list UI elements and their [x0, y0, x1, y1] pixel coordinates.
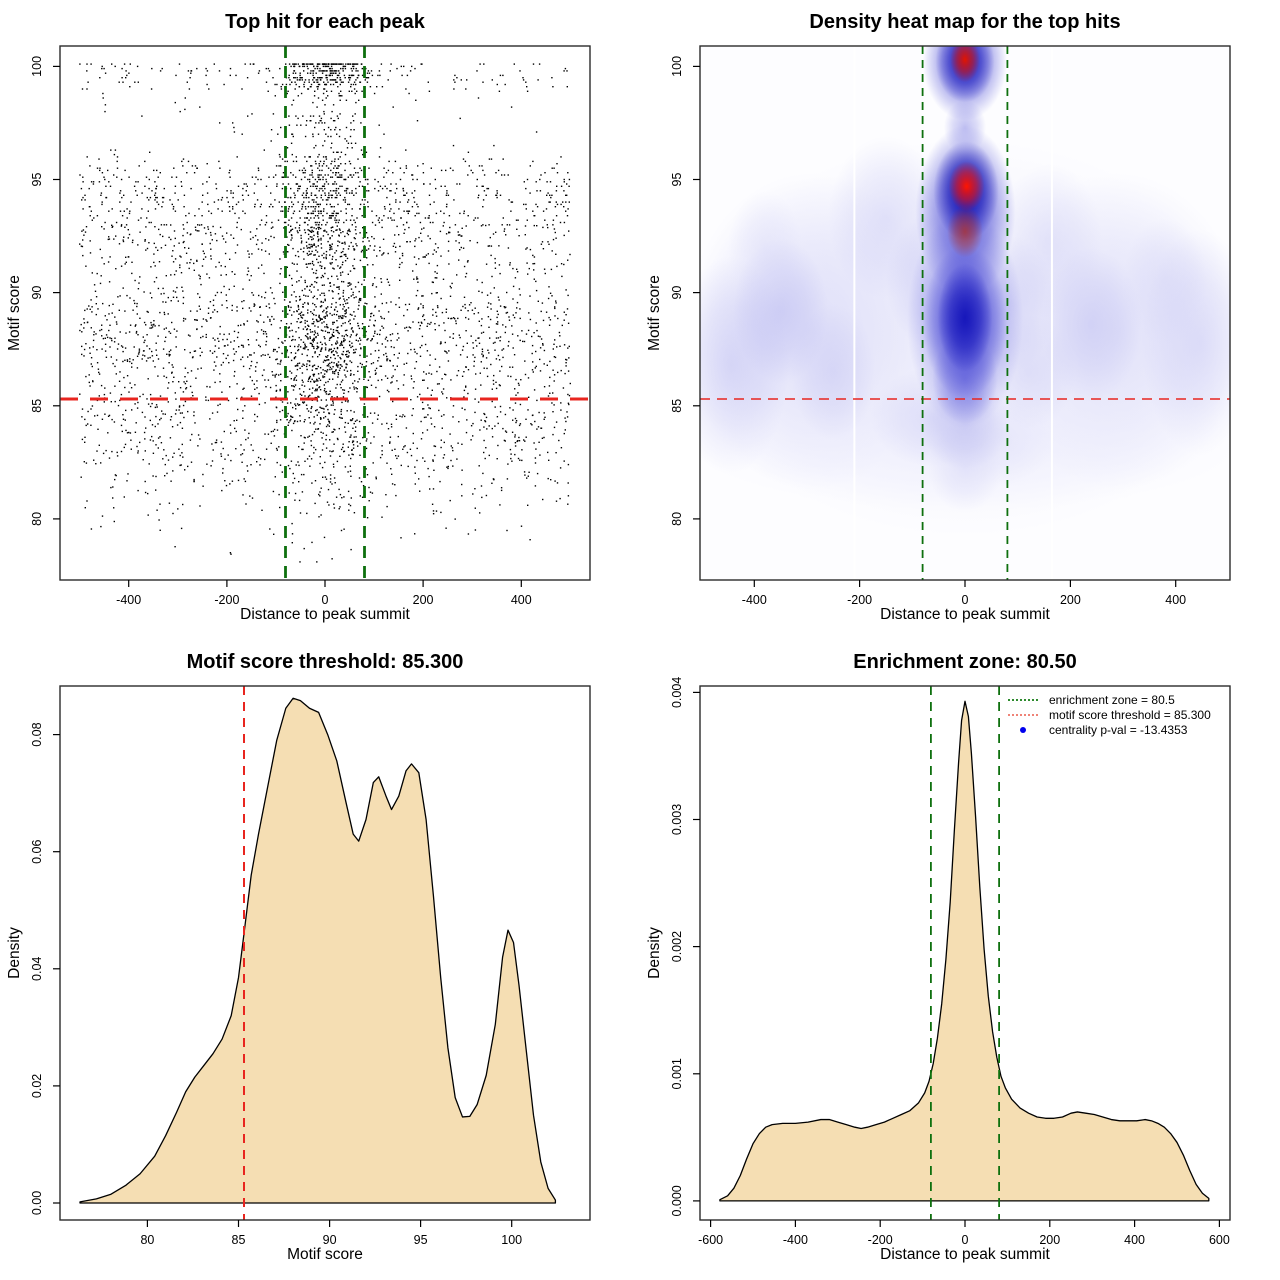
svg-text:0.00: 0.00: [30, 1191, 44, 1215]
svg-text:85: 85: [30, 399, 44, 413]
svg-text:400: 400: [1165, 593, 1186, 607]
legend-line-sample-red: [1008, 713, 1038, 716]
axis-ticks: [693, 691, 1221, 1227]
legend-item-enrichment-zone: enrichment zone = 80.5: [1008, 692, 1211, 707]
svg-text:-400: -400: [783, 1233, 808, 1247]
svg-text:600: 600: [1209, 1233, 1230, 1247]
y-axis-label: Motif score: [6, 275, 23, 351]
svg-text:100: 100: [501, 1233, 522, 1247]
heatmap-content: [700, 46, 1230, 580]
density-plot-svg: 80 85 90 95 100 0.00 0.02 0.04 0.06 0.08: [30, 685, 591, 1247]
svg-text:85: 85: [670, 399, 684, 413]
density-content: [79, 686, 557, 1220]
svg-text:0.08: 0.08: [30, 722, 44, 746]
svg-text:85: 85: [232, 1233, 246, 1247]
axis-tick-labels: 80 85 90 95 100 0.00 0.02 0.04 0.06 0.08: [30, 722, 522, 1247]
svg-text:95: 95: [30, 173, 44, 187]
axis-ticks: [693, 65, 1177, 587]
scatter-plot-svg: -400 -200 0 200 400 80 85 90 95 100: [30, 45, 591, 607]
svg-text:400: 400: [1124, 1233, 1145, 1247]
panel-distance-density: -600 -400 -200 0 200 400 600 0.000 0.001 0.002 0.0…: [640, 640, 1280, 1280]
svg-text:80: 80: [140, 1233, 154, 1247]
svg-text:200: 200: [1060, 593, 1081, 607]
legend-item-score-threshold: motif score threshold = 85.300: [1008, 707, 1211, 722]
svg-text:80: 80: [670, 512, 684, 526]
heatmap-svg: -400 -200 0 200 400 80 85 90 95 100: [670, 45, 1231, 607]
density-content: [719, 686, 1210, 1220]
axis-ticks: [53, 65, 522, 587]
axis-ticks: [53, 733, 513, 1227]
y-axis-label: Motif score: [646, 275, 663, 351]
legend-dot-sample-blue: [1020, 726, 1026, 733]
panel-top-hit-scatter: -400 -200 0 200 400 80 85 90 95 100 Top hit for e…: [0, 0, 640, 640]
chart-title: Motif score threshold: 85.300: [186, 651, 464, 673]
svg-text:0.002: 0.002: [670, 931, 684, 962]
scatter-content: [60, 46, 590, 580]
axis-tick-labels: -400 -200 0 200 400 80 85 90 95 100: [30, 56, 532, 607]
legend-label: motif score threshold = 85.300: [1049, 707, 1211, 722]
svg-text:90: 90: [670, 286, 684, 300]
distance-density-svg: -600 -400 -200 0 200 400 600 0.000 0.001 0.002 0.0…: [670, 677, 1231, 1247]
svg-text:0.001: 0.001: [670, 1058, 684, 1089]
svg-text:95: 95: [414, 1233, 428, 1247]
axis-tick-labels: -600 -400 -200 0 200 400 600 0.000 0.001 0.002 0.0…: [670, 677, 1230, 1247]
svg-text:-600: -600: [698, 1233, 723, 1247]
x-axis-label: Distance to peak summit: [880, 1246, 1050, 1263]
scatter-points: [79, 63, 571, 563]
svg-text:0.003: 0.003: [670, 804, 684, 835]
svg-text:0: 0: [322, 593, 329, 607]
svg-text:90: 90: [323, 1233, 337, 1247]
svg-text:0.06: 0.06: [30, 839, 44, 863]
svg-text:-200: -200: [868, 1233, 893, 1247]
svg-text:0.04: 0.04: [30, 957, 44, 981]
svg-text:90: 90: [30, 286, 44, 300]
svg-text:80: 80: [30, 512, 44, 526]
x-axis-label: Distance to peak summit: [240, 606, 410, 623]
svg-text:0.000: 0.000: [670, 1185, 684, 1216]
axis-tick-labels: -400 -200 0 200 400 80 85 90 95 100: [670, 56, 1186, 607]
legend-line-sample-green: [1008, 698, 1038, 701]
y-axis-label: Density: [646, 927, 663, 979]
svg-text:200: 200: [1039, 1233, 1060, 1247]
plot-legend: enrichment zone = 80.5 motif score thres…: [1008, 692, 1211, 737]
svg-text:400: 400: [511, 593, 532, 607]
svg-text:0: 0: [962, 1233, 969, 1247]
svg-text:-400: -400: [116, 593, 141, 607]
legend-label: centrality p-val = -13.4353: [1049, 722, 1188, 737]
chart-title: Enrichment zone: 80.50: [853, 651, 1077, 673]
svg-text:200: 200: [413, 593, 434, 607]
legend-label: enrichment zone = 80.5: [1049, 692, 1175, 707]
svg-text:0: 0: [962, 593, 969, 607]
panel-density-heatmap: -400 -200 0 200 400 80 85 90 95 100 Density heat …: [640, 0, 1280, 640]
plot-frame: [59, 685, 591, 1221]
svg-text:-200: -200: [214, 593, 239, 607]
density-curve: [79, 697, 557, 1204]
plot-frame: [59, 45, 591, 581]
x-axis-label: Motif score: [287, 1246, 363, 1263]
y-axis-label: Density: [6, 927, 23, 979]
chart-title: Top hit for each peak: [225, 11, 425, 33]
density-curve: [719, 700, 1210, 1202]
x-axis-label: Distance to peak summit: [880, 606, 1050, 623]
svg-text:-200: -200: [847, 593, 872, 607]
svg-text:100: 100: [30, 56, 44, 77]
svg-text:100: 100: [670, 56, 684, 77]
legend-item-centrality-pval: centrality p-val = -13.4353: [1008, 722, 1211, 737]
svg-text:0.004: 0.004: [670, 677, 684, 708]
svg-text:-400: -400: [742, 593, 767, 607]
svg-text:0.02: 0.02: [30, 1074, 44, 1098]
chart-title: Density heat map for the top hits: [809, 11, 1121, 33]
panel-motif-score-density: 80 85 90 95 100 0.00 0.02 0.04 0.06 0.08 Motif sc…: [0, 640, 640, 1280]
svg-text:95: 95: [670, 173, 684, 187]
